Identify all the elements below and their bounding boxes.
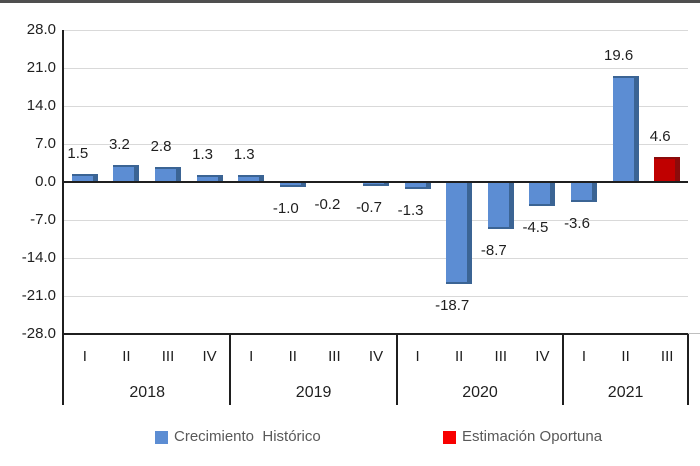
y-axis-tick-label: 7.0 [35,135,56,152]
y-axis-tick-label: -21.0 [21,287,56,304]
bar-2021-III [654,157,681,182]
y-axis-tick-label: -14.0 [21,249,56,266]
quarter-label-2019-II: II [288,348,297,365]
y-axis-tick-label: 28.0 [26,21,56,38]
year-separator [395,334,398,405]
quarter-label-2020-I: I [415,348,420,365]
y-axis-line [62,30,64,405]
chart-legend: Crecimiento Histórico Estimación Oportun… [0,427,700,447]
y-axis-tick-label: -28.0 [21,325,56,342]
quarter-label-2020-IV: IV [535,348,550,365]
gridline [64,143,688,145]
gridline [64,257,688,259]
value-label-2021-II: 19.6 [603,46,634,64]
quarter-label-2018-I: I [82,348,87,365]
legend-item-crecimiento-historico: Crecimiento Histórico [155,427,321,447]
top-border-rule [0,0,700,3]
bar-2019-I [238,174,265,182]
bar-2020-IV [529,182,556,207]
quarter-label-2019-IV: IV [368,348,384,365]
bar-2018-III [155,166,181,182]
value-label-2019-IV: -0.7 [356,198,382,216]
year-label-2018: 2018 [129,384,165,401]
value-label-2018-III: 2.8 [150,137,172,155]
y-axis-tick-label: -7.0 [30,211,56,228]
bar-2018-II [113,164,140,182]
value-label-2018-IV: 1.3 [192,145,214,163]
gridline [64,105,688,107]
value-label-2019-II: -1.0 [272,200,299,218]
quarter-label-2021-III: III [660,348,674,365]
value-label-2018-II: 3.2 [108,135,130,153]
quarter-label-2019-III: III [328,348,341,365]
quarter-label-2018-IV: IV [202,348,217,365]
x-axis-line [62,333,688,335]
legend-label-crecimiento-historico: Crecimiento Histórico [174,428,321,445]
year-label-2019: 2019 [295,384,332,401]
quarter-label-2021-II: II [621,348,630,365]
bar-2020-I [404,182,431,190]
bar-2021-I [571,182,597,202]
year-label-2021: 2021 [607,384,644,401]
value-label-2018-I: 1.5 [67,144,89,162]
bar-2019-IV [363,182,389,186]
gridline [64,67,688,69]
x-axis-extension [688,333,700,334]
legend-label-estimacion-oportuna: Estimación Oportuna [462,428,603,445]
year-label-2020: 2020 [462,384,498,401]
bar-2021-II [612,75,639,182]
value-label-2020-I: -1.3 [397,202,424,220]
bar-2020-III [487,182,514,230]
bar-2018-I [71,173,98,182]
quarter-label-2019-I: I [249,348,254,365]
bar-2020-II [446,182,473,284]
quarter-label-2021-I: I [581,348,587,365]
year-separator [687,334,689,405]
year-separator [229,334,232,405]
quarter-label-2018-III: III [161,348,175,365]
y-axis-tick-label: 14.0 [26,97,56,114]
gridline [64,295,688,297]
legend-swatch-estimacion-oportuna-icon [443,430,456,444]
quarter-label-2020-II: II [455,348,464,365]
quarter-label-2018-II: II [122,348,131,365]
value-label-2019-I: 1.3 [233,145,255,163]
gridline [64,219,688,221]
gridline [64,29,688,31]
legend-item-estimacion-oportuna: Estimación Oportuna [443,427,602,447]
y-axis-tick-label: 0.0 [35,173,56,190]
value-label-2021-III: 4.6 [649,128,671,145]
year-separator [562,334,565,405]
zero-line [64,181,688,183]
bar-2018-IV [196,174,223,182]
quarter-label-2020-III: III [494,348,508,365]
legend-swatch-crecimiento-historico-icon [155,430,168,444]
value-label-2019-III: -0.2 [314,196,341,214]
value-label-2020-IV: -4.5 [522,219,549,237]
y-axis-tick-label: 21.0 [26,59,56,76]
bar-2019-II [279,182,306,188]
value-label-2020-III: -8.7 [480,242,507,260]
value-label-2020-II: -18.7 [435,296,470,314]
value-label-2021-I: -3.6 [564,214,590,232]
